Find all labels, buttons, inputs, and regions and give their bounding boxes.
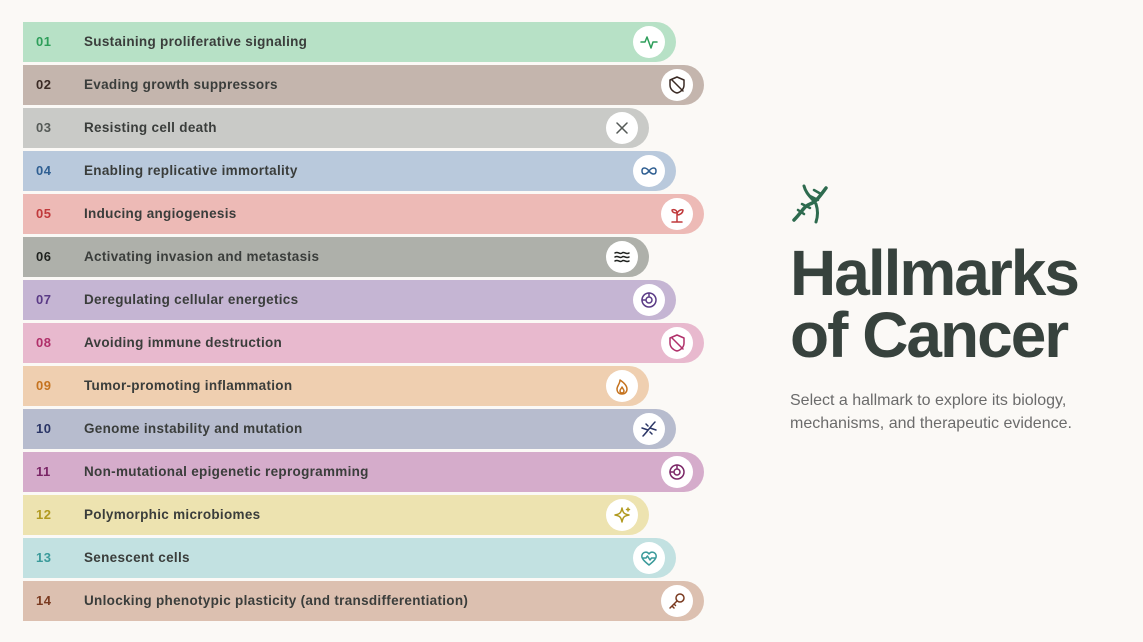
icon-graphic [616,122,628,134]
hallmark-icon [633,542,665,574]
hallmark-label: Genome instability and mutation [84,421,303,436]
hallmark-row[interactable]: 02 Evading growth suppressors [23,65,704,105]
icon-graphic [616,379,628,395]
hallmark-number: 10 [36,421,52,436]
hallmark-label: Unlocking phenotypic plasticity (and tra… [84,593,469,608]
hallmark-number: 04 [36,163,52,178]
hallmark-row[interactable]: 13 Senescent cells [23,538,676,578]
hallmark-icon [661,456,693,488]
hallmark-icon [661,327,693,359]
hallmark-number: 14 [36,593,52,608]
hallmark-label: Senescent cells [84,550,190,565]
dna-icon [792,184,828,224]
hallmark-number: 05 [36,206,52,221]
hallmark-row[interactable]: 10 Genome instability and mutation [23,409,676,449]
hallmark-icon [606,370,638,402]
icon-graphic [640,36,658,49]
hallmark-label: Avoiding immune destruction [84,335,283,350]
hallmark-row[interactable]: 05 Inducing angiogenesis [23,194,704,234]
icon-graphic [614,507,631,523]
hallmark-number: 11 [36,464,51,479]
title-line: Hallmarks [790,237,1080,309]
description: Select a hallmark to explore its biology… [790,392,1072,432]
hallmark-row[interactable]: 01 Sustaining proliferative signaling [23,22,676,62]
title: Hallmarks of Cancer [790,241,1080,367]
hallmark-icon [661,69,693,101]
hallmark-label: Resisting cell death [84,120,217,135]
icon-graphic [641,551,657,566]
icon-graphic [669,76,685,94]
hallmark-row[interactable]: 14 Unlocking phenotypic plasticity (and t… [23,581,704,621]
hallmark-label: Polymorphic microbiomes [84,507,261,522]
hallmark-number: 06 [36,249,52,264]
hallmark-number: 01 [36,34,52,49]
hallmark-label: Inducing angiogenesis [84,206,237,221]
hallmark-icon [633,413,665,445]
hallmark-number: 13 [36,550,52,565]
icon-graphic [669,334,685,352]
hallmark-icon [661,585,693,617]
title-line: of Cancer [790,299,1069,371]
hallmark-number: 02 [36,77,52,92]
icon-graphic [614,251,630,263]
hallmark-row[interactable]: 12 Polymorphic microbiomes [23,495,649,535]
hallmark-icon [606,499,638,531]
hallmark-row[interactable]: 07 Deregulating cellular energetics [23,280,676,320]
icon-graphic [641,421,657,437]
hallmark-number: 07 [36,292,52,307]
hallmark-label: Enabling replicative immortality [84,163,298,178]
hallmark-label: Tumor-promoting inflammation [84,378,293,393]
hallmark-label: Activating invasion and metastasis [84,249,320,264]
hallmark-row[interactable]: 11 Non-mutational epigenetic reprogrammin… [23,452,704,492]
hallmark-icon [633,26,665,58]
hallmark-label: Deregulating cellular energetics [84,292,299,307]
hallmark-number: 12 [36,507,52,522]
hallmark-label: Sustaining proliferative signaling [84,34,308,49]
hallmark-icon [606,241,638,273]
icon-graphic [669,464,685,480]
hallmark-label: Evading growth suppressors [84,77,278,92]
hallmark-number: 03 [36,120,52,135]
icon-graphic [641,167,657,175]
hallmark-row[interactable]: 09 Tumor-promoting inflammation [23,366,649,406]
icon-graphic [641,292,657,308]
hallmark-row[interactable]: 03 Resisting cell death [23,108,649,148]
hallmark-label: Non-mutational epigenetic reprogramming [84,464,369,479]
hallmark-icon [661,198,693,230]
icon-graphic [669,593,685,609]
hallmark-icon [633,155,665,187]
hallmark-number: 08 [36,335,52,350]
hallmark-row[interactable]: 08 Avoiding immune destruction [23,323,704,363]
icon-graphic [671,208,684,223]
hallmark-row[interactable]: 06 Activating invasion and metastasis [23,237,649,277]
hallmark-icon [633,284,665,316]
hallmark-number: 09 [36,378,52,393]
hallmark-icon [606,112,638,144]
hallmark-row[interactable]: 04 Enabling replicative immortality [23,151,676,191]
